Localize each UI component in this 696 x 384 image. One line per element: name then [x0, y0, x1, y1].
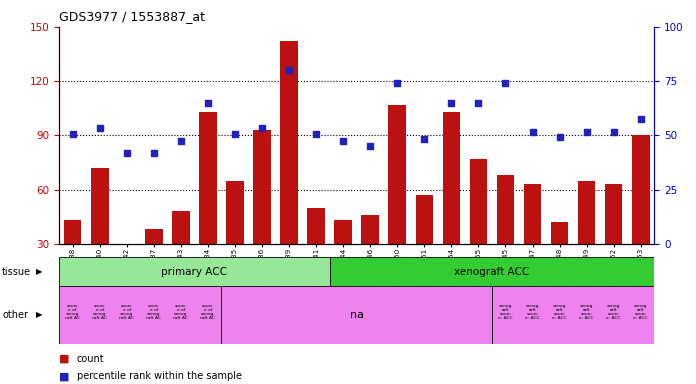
- Point: [94, 125, 105, 131]
- Bar: [334, 220, 352, 298]
- Point: [121, 150, 132, 156]
- Text: sourc
e of
xenog
raft AC: sourc e of xenog raft AC: [146, 303, 161, 321]
- Text: xenog
raft
sourc
e: ACC: xenog raft sourc e: ACC: [553, 303, 567, 321]
- Bar: [443, 112, 460, 298]
- Text: xenog
raft
sourc
e: ACC: xenog raft sourc e: ACC: [525, 303, 540, 321]
- Point: [608, 129, 619, 135]
- Bar: [280, 41, 298, 298]
- Text: xenog
raft
sourc
e: ACC: xenog raft sourc e: ACC: [633, 303, 648, 321]
- Text: ▶: ▶: [36, 310, 42, 319]
- Point: [500, 80, 511, 86]
- Text: sourc
e of
xenog
raft AC: sourc e of xenog raft AC: [119, 303, 134, 321]
- Text: count: count: [77, 354, 104, 364]
- Point: [581, 129, 592, 135]
- Bar: [91, 168, 109, 298]
- Point: [203, 100, 214, 106]
- Point: [175, 138, 187, 144]
- Text: ■: ■: [59, 354, 70, 364]
- Bar: [388, 104, 406, 298]
- Text: sourc
e of
xenog
raft AC: sourc e of xenog raft AC: [93, 303, 107, 321]
- Text: xenog
raft
sourc
e: ACC: xenog raft sourc e: ACC: [498, 303, 513, 321]
- Text: sourc
e of
xenog
raft AC: sourc e of xenog raft AC: [65, 303, 80, 321]
- Point: [473, 100, 484, 106]
- Bar: [361, 215, 379, 298]
- Point: [392, 80, 403, 86]
- Point: [365, 143, 376, 149]
- Point: [446, 100, 457, 106]
- Bar: [226, 180, 244, 298]
- Text: ■: ■: [59, 371, 70, 381]
- Point: [419, 136, 430, 142]
- Bar: [416, 195, 433, 298]
- Bar: [253, 130, 271, 298]
- Point: [554, 134, 565, 140]
- Bar: [578, 180, 595, 298]
- Point: [256, 125, 267, 131]
- Bar: [551, 222, 569, 298]
- Bar: [497, 175, 514, 298]
- Bar: [59, 257, 330, 286]
- Point: [67, 131, 78, 137]
- Point: [148, 150, 159, 156]
- Text: sourc
e of
xenog
raft AC: sourc e of xenog raft AC: [173, 303, 189, 321]
- Point: [338, 138, 349, 144]
- Text: xenograft ACC: xenograft ACC: [454, 266, 530, 277]
- Point: [310, 131, 322, 137]
- Point: [635, 116, 647, 122]
- Text: GDS3977 / 1553887_at: GDS3977 / 1553887_at: [59, 10, 205, 23]
- Bar: [470, 159, 487, 298]
- Bar: [199, 112, 216, 298]
- Text: sourc
e of
xenog
raft AC: sourc e of xenog raft AC: [200, 303, 215, 321]
- Bar: [118, 244, 136, 298]
- Bar: [64, 220, 81, 298]
- Text: tissue: tissue: [2, 267, 31, 277]
- Point: [527, 129, 538, 135]
- Point: [283, 67, 294, 73]
- Text: percentile rank within the sample: percentile rank within the sample: [77, 371, 242, 381]
- Text: primary ACC: primary ACC: [161, 266, 228, 277]
- Bar: [523, 184, 541, 298]
- Bar: [172, 211, 190, 298]
- Text: ▶: ▶: [36, 267, 42, 276]
- Bar: [145, 229, 163, 298]
- Bar: [330, 257, 654, 286]
- Bar: [605, 184, 622, 298]
- Text: na: na: [349, 310, 364, 320]
- Text: xenog
raft
sourc
e: ACC: xenog raft sourc e: ACC: [579, 303, 594, 321]
- Bar: [308, 208, 325, 298]
- Point: [230, 131, 241, 137]
- Text: xenog
raft
sourc
e: ACC: xenog raft sourc e: ACC: [606, 303, 621, 321]
- Text: other: other: [2, 310, 28, 320]
- Bar: [632, 136, 649, 298]
